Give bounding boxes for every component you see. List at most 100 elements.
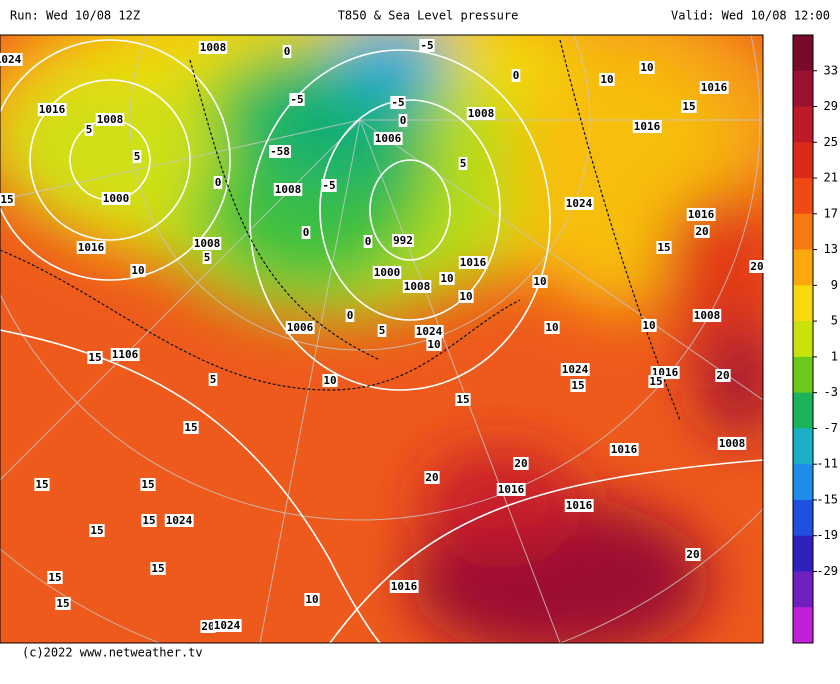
map-label: 992 — [393, 234, 413, 247]
map-label: -5 — [322, 179, 335, 192]
map-label-bg — [564, 499, 594, 512]
valid-label: Valid: Wed 10/08 12:00 — [671, 9, 830, 23]
map-label-bg — [717, 437, 747, 450]
map-label: 10 — [642, 319, 655, 332]
map-label-bg — [390, 96, 406, 109]
map-label: 20 — [201, 620, 214, 633]
map-label-bg — [439, 272, 455, 285]
map-label: 15 — [141, 478, 154, 491]
map-label-bg — [141, 514, 157, 527]
map-label-bg — [749, 260, 765, 273]
map-label: 1024 — [0, 53, 22, 66]
map-label: 1016 — [688, 208, 715, 221]
copyright: (c)2022 www.netweather.tv — [22, 646, 203, 660]
map-label: 1016 — [78, 241, 105, 254]
map-label-bg — [686, 208, 716, 221]
map-label: 10 — [600, 73, 613, 86]
map-label: 1016 — [701, 81, 728, 94]
colorbar-tick-label: -7 — [824, 421, 838, 435]
map-label-bg — [648, 375, 664, 388]
map-label-bg — [269, 145, 291, 158]
colorbar-tick-label: -29 — [816, 564, 838, 578]
map-label: 1008 — [97, 113, 124, 126]
map-label: 0 — [347, 309, 354, 322]
map-label: 10 — [545, 321, 558, 334]
map-label: 20 — [716, 369, 729, 382]
map-label-bg — [76, 241, 106, 254]
map-label: 1024 — [416, 325, 443, 338]
map-label: 5 — [379, 324, 386, 337]
map-label-bg — [345, 309, 355, 322]
map-label-bg — [0, 193, 15, 206]
map-label: 5 — [460, 157, 467, 170]
map-label-bg — [458, 256, 488, 269]
map-label: 20 — [695, 225, 708, 238]
map-frame — [0, 34, 764, 644]
colorbar-tick-label: 9 — [831, 278, 838, 292]
colorbar-tick-label: -15 — [816, 492, 838, 506]
map-label: -5 — [290, 93, 303, 106]
map-label-bg — [208, 373, 218, 386]
map-label-bg — [414, 325, 444, 338]
colorbar-segment — [793, 106, 813, 143]
map-label: 1006 — [375, 132, 402, 145]
map-label-bg — [392, 234, 414, 247]
map-label: 5 — [86, 123, 93, 136]
map-label: 20 — [514, 457, 527, 470]
map-label-bg — [183, 421, 199, 434]
map-title: T850 & Sea Level pressure — [338, 9, 519, 23]
map-label: 10 — [427, 338, 440, 351]
map-label-bg — [282, 45, 292, 58]
colorbar-tick-label: 5 — [831, 314, 838, 328]
run-label: Run: Wed 10/08 12Z — [10, 9, 140, 23]
map-label-bg — [212, 619, 242, 632]
colorbar-tick-label: 21 — [824, 171, 838, 185]
map-label: 1008 — [404, 280, 431, 293]
map-label-bg — [389, 580, 419, 593]
map-label: -5 — [391, 96, 404, 109]
map-label: 0 — [513, 69, 520, 82]
map-label-bg — [363, 235, 373, 248]
map-label-bg — [373, 132, 403, 145]
map-label: 1006 — [287, 321, 314, 334]
map-label-bg — [513, 457, 529, 470]
map-label-bg — [632, 120, 662, 133]
map-label: 15 — [657, 241, 670, 254]
map-label: 15 — [649, 375, 662, 388]
colorbar-segment — [793, 213, 813, 251]
colorbar: 33 29 25 21 17 13 9 5 1 -3 -7 -11 -15 -19 -29 — [792, 34, 838, 644]
map-label-bg — [639, 61, 655, 74]
map-label-bg — [150, 562, 166, 575]
map-label-bg — [110, 348, 140, 361]
map-label: 15 — [456, 393, 469, 406]
colorbar-segment — [793, 428, 813, 465]
map-label: -58 — [270, 145, 290, 158]
map-label-bg — [681, 100, 697, 113]
map-label: 0 — [284, 45, 291, 58]
map-label-bg — [426, 338, 442, 351]
map-label: 15 — [184, 421, 197, 434]
map-label: 15 — [0, 193, 13, 206]
map-label-bg — [164, 514, 194, 527]
map-label-bg — [87, 351, 103, 364]
map-label-bg — [398, 114, 408, 127]
map-label-bg — [37, 103, 67, 116]
colorbar-segment — [793, 285, 813, 322]
map-label: 1016 — [460, 256, 487, 269]
map-label-bg — [466, 107, 496, 120]
map-label: 10 — [533, 275, 546, 288]
map-label-bg — [198, 41, 228, 54]
colorbar-tick-label: 33 — [824, 63, 838, 77]
map-label: 15 — [682, 100, 695, 113]
colorbar-tick-label: 17 — [824, 206, 838, 220]
colorbar-segment — [793, 35, 813, 72]
map-label-bg — [560, 363, 590, 376]
map-label: 1008 — [468, 107, 495, 120]
map-label: 5 — [134, 150, 141, 163]
map-label-bg — [0, 53, 23, 66]
map-label-bg — [95, 113, 125, 126]
map-label: 5 — [210, 373, 217, 386]
map-label: 1008 — [200, 41, 227, 54]
map-label-bg — [458, 290, 474, 303]
colorbar-tick-label: -11 — [816, 457, 838, 471]
